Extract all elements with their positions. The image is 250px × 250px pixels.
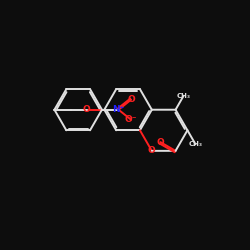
Text: O: O — [148, 146, 156, 155]
Text: O: O — [156, 138, 164, 146]
Text: N⁺: N⁺ — [112, 105, 125, 114]
Text: O: O — [127, 95, 135, 104]
Text: O⁻: O⁻ — [125, 115, 137, 124]
Text: CH₃: CH₃ — [188, 141, 202, 147]
Text: O: O — [83, 105, 90, 114]
Text: CH₃: CH₃ — [177, 93, 191, 99]
